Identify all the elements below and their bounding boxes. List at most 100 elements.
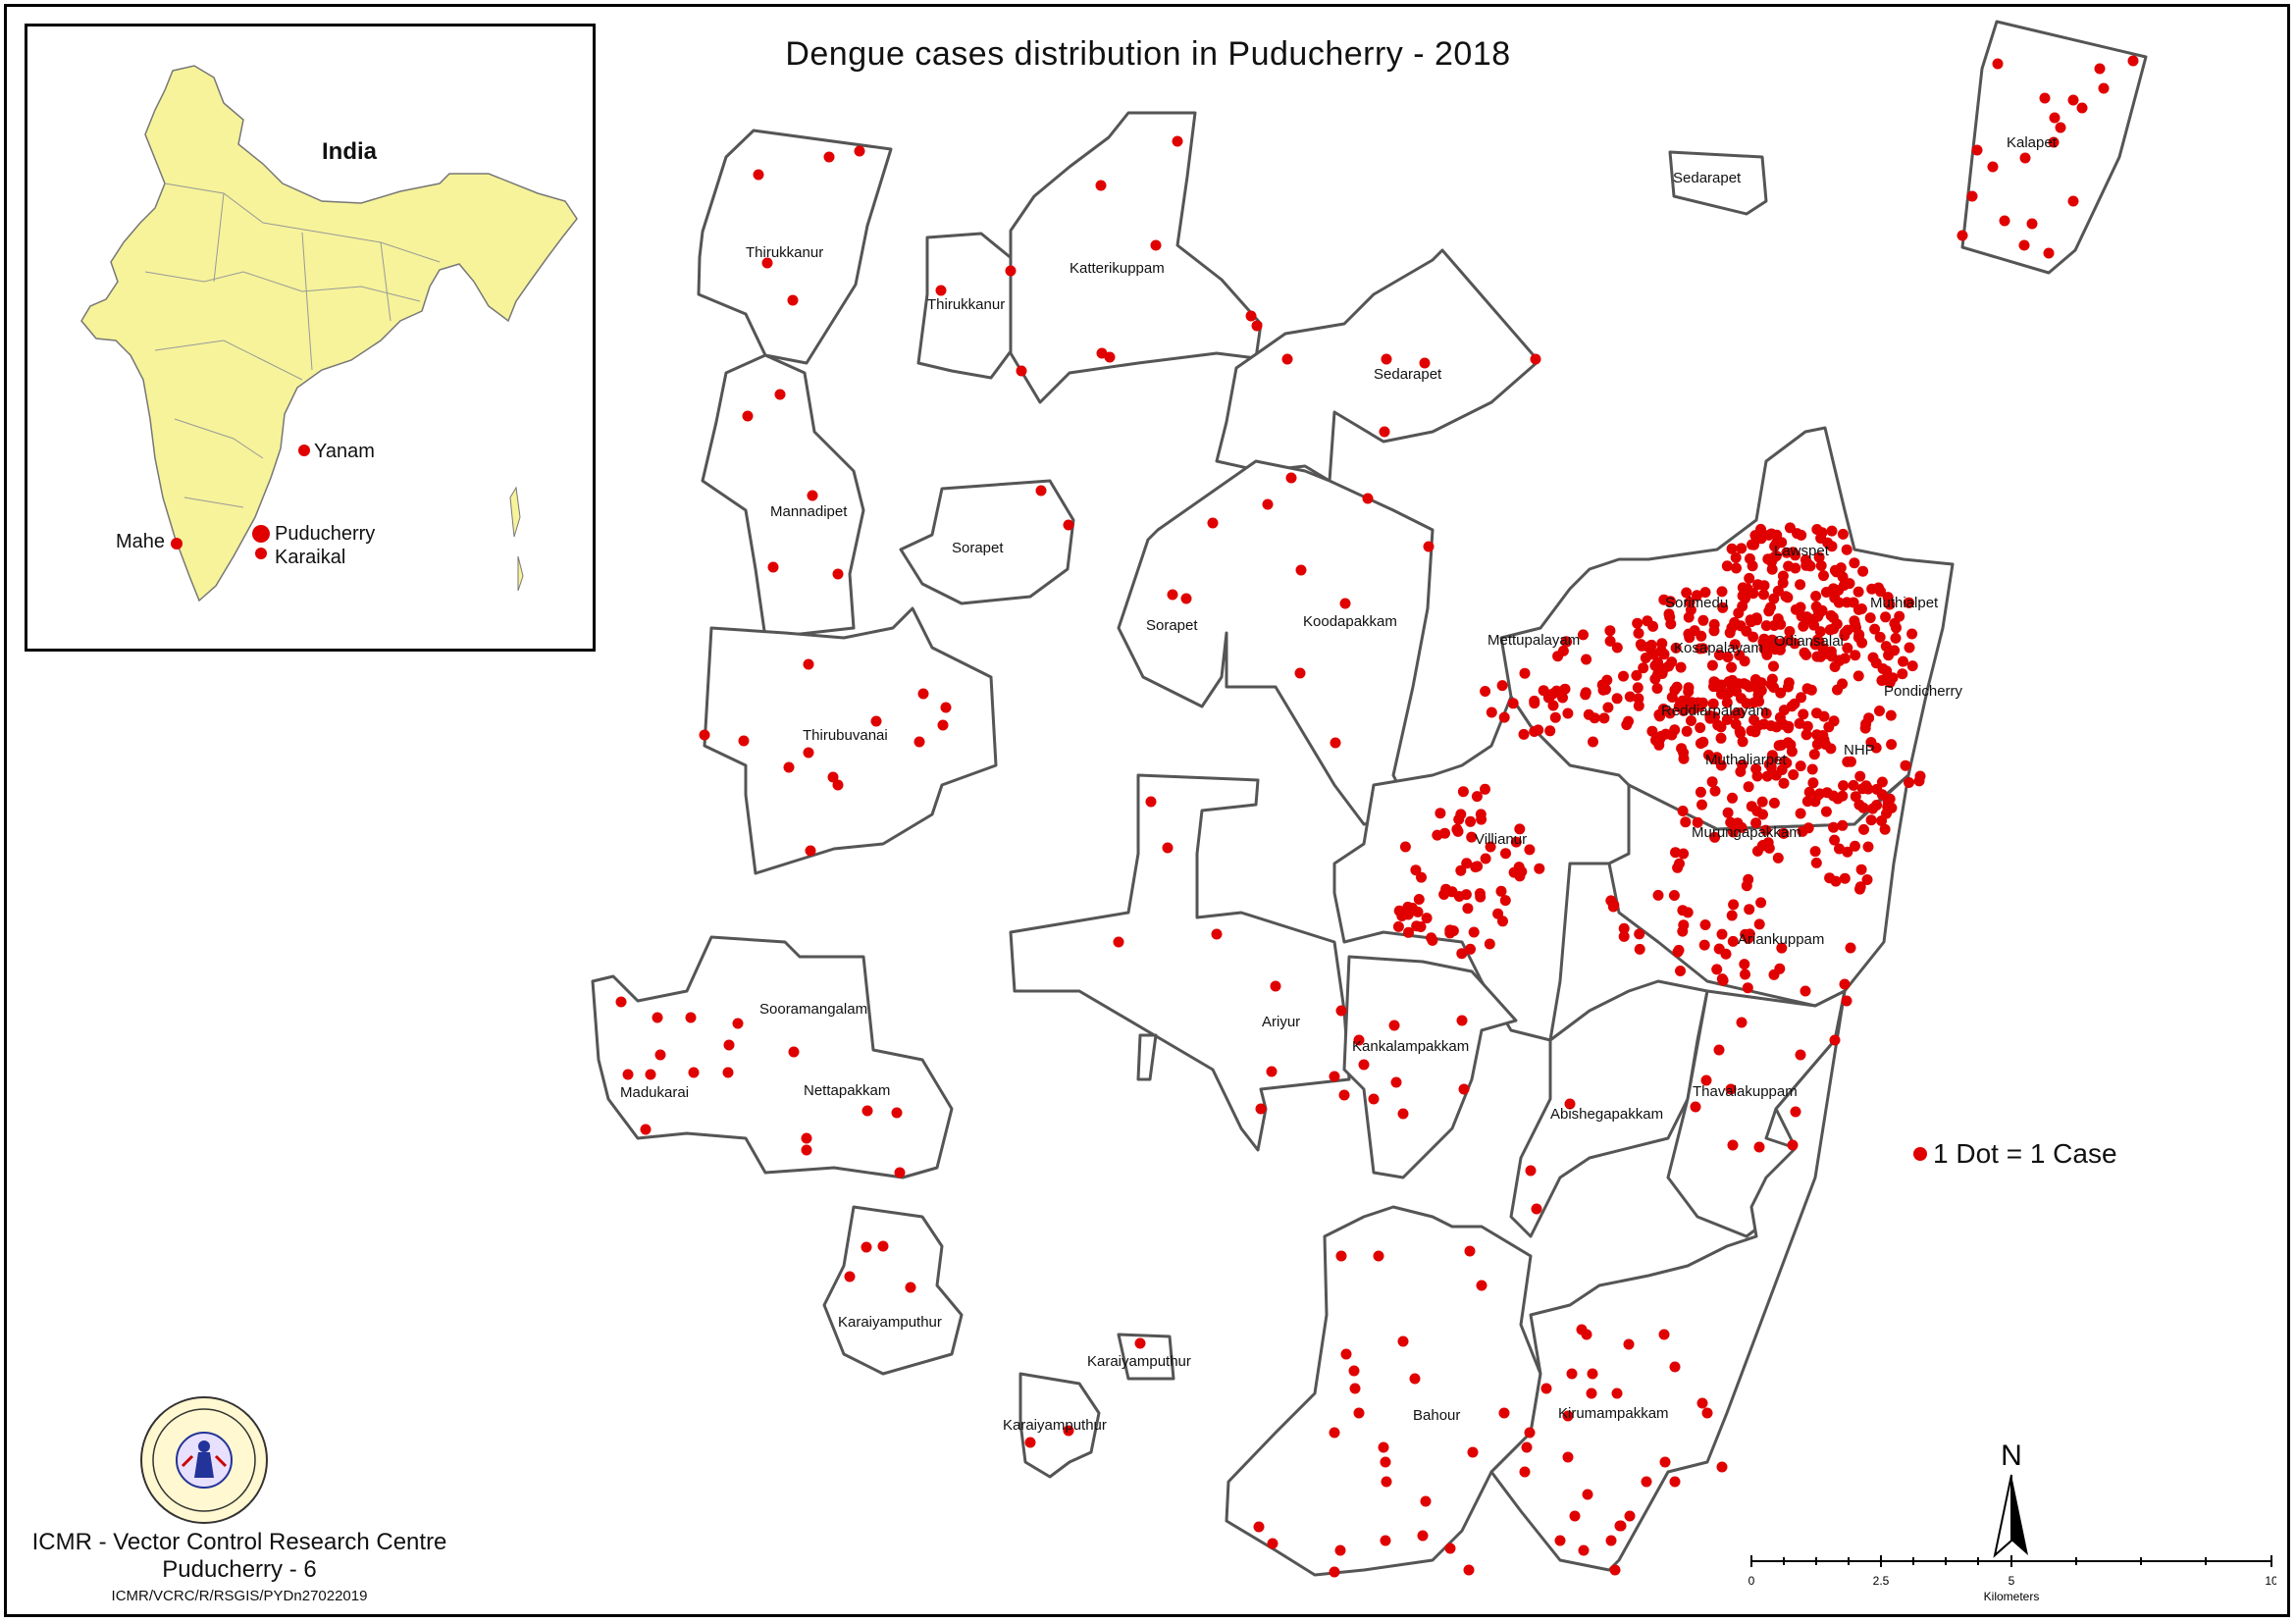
case-dot [1605, 1535, 1617, 1546]
case-dot [1780, 591, 1792, 602]
case-dot [1839, 872, 1851, 884]
case-dot [1255, 1103, 1267, 1115]
case-dot [1329, 1427, 1340, 1439]
case-dot [1787, 547, 1799, 558]
case-dot [1814, 626, 1826, 638]
boundary-thirukkanur [916, 232, 1018, 380]
case-dot [1746, 725, 1757, 737]
case-dot [1521, 1441, 1533, 1453]
case-dot [787, 294, 799, 306]
case-dot [1653, 739, 1665, 751]
case-dot [1766, 563, 1778, 575]
case-dot [1586, 1387, 1597, 1399]
case-dot [622, 1069, 634, 1080]
india-states [144, 183, 441, 508]
case-dot [1800, 985, 1811, 997]
case-dot [1690, 1101, 1701, 1113]
case-dot [1618, 930, 1630, 942]
case-dot [1818, 710, 1830, 722]
case-dot [1715, 721, 1727, 733]
case-dot [1813, 551, 1825, 563]
case-dot [1775, 618, 1787, 630]
case-dot [1063, 519, 1074, 531]
region-label: Kalapet [2007, 134, 2058, 151]
case-dot [1699, 919, 1711, 930]
case-dot [1411, 920, 1423, 932]
case-dot [1778, 777, 1790, 789]
case-dot [1861, 874, 1873, 885]
case-dot [1765, 760, 1777, 772]
case-dot [640, 1124, 652, 1135]
case-dot [1597, 684, 1609, 696]
case-dot [1897, 668, 1908, 680]
case-dot [1739, 959, 1750, 970]
case-dot [1775, 739, 1787, 751]
case-dot [761, 257, 773, 269]
case-dot [1162, 842, 1174, 854]
case-dot [1495, 885, 1507, 897]
case-dot [1444, 1543, 1456, 1554]
region-label: Karaiyamputhur [1003, 1417, 1107, 1434]
case-dot [1795, 760, 1806, 772]
case-dot [1750, 612, 1762, 624]
boundary-karaiyamputhur-1 [822, 1205, 964, 1376]
case-dot [1825, 609, 1837, 621]
case-dot [1466, 831, 1478, 843]
case-dot [1421, 913, 1433, 924]
case-dot [1334, 1544, 1346, 1556]
case-dot [1611, 693, 1623, 705]
case-dot [905, 1282, 916, 1293]
case-dot [645, 1069, 656, 1080]
region-label: Sooramangalam [759, 1001, 867, 1018]
case-dot [1721, 560, 1733, 572]
case-dot [1716, 586, 1728, 598]
case-dot [1453, 813, 1465, 825]
case-dot [1460, 889, 1472, 901]
case-dot [1426, 932, 1437, 944]
case-dot [1499, 895, 1511, 907]
case-dot [1834, 654, 1846, 666]
case-dot [1659, 1456, 1671, 1468]
case-dot [1898, 655, 1908, 667]
case-dot [1566, 1368, 1578, 1380]
case-dot [1885, 709, 1897, 721]
case-dot [1465, 943, 1476, 955]
case-dot [1850, 840, 1860, 852]
case-dot [1887, 672, 1899, 684]
case-dot [1987, 161, 1999, 173]
case-dot [1666, 656, 1678, 668]
case-dot [1824, 624, 1836, 636]
case-dot [1675, 661, 1687, 673]
boundary-ariyur [1009, 773, 1351, 1152]
region-label: Odiansalai [1774, 633, 1844, 650]
case-dot [1615, 1520, 1627, 1532]
case-dot [1403, 926, 1414, 938]
case-dot [1402, 901, 1414, 913]
case-dot [1706, 776, 1718, 788]
place-label-mahe: Mahe [116, 531, 166, 552]
north-label: N [2001, 1440, 2022, 1472]
case-dot [807, 490, 818, 501]
case-dot [1270, 980, 1281, 992]
case-dot [1510, 836, 1522, 848]
case-dot [1335, 1250, 1347, 1262]
case-dot [1507, 698, 1519, 709]
case-dot [1329, 1566, 1340, 1578]
case-dot [1730, 718, 1742, 730]
case-dot [1765, 679, 1777, 690]
case-dot [1760, 824, 1772, 836]
case-dot [1760, 620, 1772, 632]
icmr-logo [140, 1396, 268, 1524]
case-dot [1883, 650, 1895, 661]
case-dot [1783, 677, 1795, 689]
case-dot [1828, 790, 1839, 802]
case-dot [767, 561, 779, 573]
case-dot [913, 736, 925, 748]
case-dot [803, 747, 814, 759]
case-dot [801, 1144, 812, 1156]
case-dot [1498, 1407, 1510, 1419]
boundary-sorapet-west [899, 479, 1075, 605]
case-dot [2055, 122, 2066, 133]
case-dot [1349, 1383, 1361, 1394]
case-dot [1695, 722, 1706, 734]
